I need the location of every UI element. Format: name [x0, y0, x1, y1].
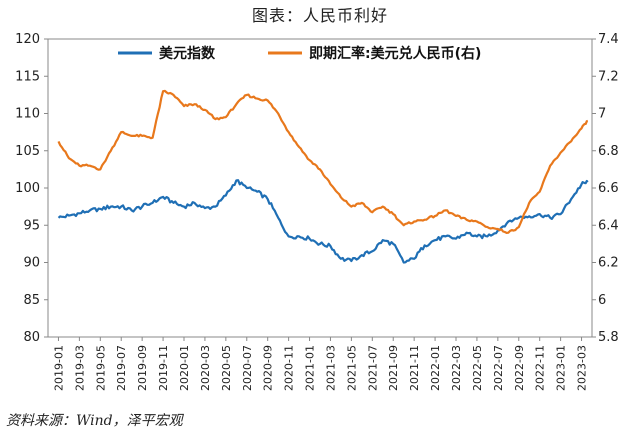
right-tick-label: 6.2	[598, 256, 619, 271]
x-tick-label: 2021-05	[345, 345, 358, 391]
x-tick-label: 2019-09	[136, 345, 149, 391]
x-tick-label: 2019-07	[115, 345, 128, 391]
x-tick-label: 2021-11	[408, 345, 421, 391]
left-tick-label: 85	[23, 293, 40, 308]
right-tick-label: 7.4	[598, 32, 619, 47]
x-tick-label: 2020-09	[262, 345, 275, 391]
x-tick-label: 2022-05	[471, 345, 484, 391]
x-tick-label: 2021-09	[387, 345, 400, 391]
source-note: 资料来源：Wind，泽平宏观	[6, 413, 183, 429]
right-tick-label: 6.4	[598, 218, 619, 233]
legend: 美元指数 即期汇率:美元兑人民币(右)	[118, 45, 481, 62]
legend-label-usdcny: 即期汇率:美元兑人民币(右)	[309, 45, 481, 62]
x-tick-label: 2023-03	[576, 345, 589, 391]
x-tick-label: 2019-01	[52, 345, 65, 391]
left-tick-label: 100	[15, 181, 40, 196]
x-tick-label: 2022-11	[534, 345, 547, 391]
x-tick-label: 2020-03	[199, 345, 212, 391]
x-tick-label: 2021-01	[304, 345, 317, 391]
left-tick-label: 80	[23, 330, 40, 345]
left-tick-label: 105	[15, 144, 40, 159]
right-tick-label: 6.6	[598, 181, 619, 196]
x-tick-label: 2020-11	[283, 345, 296, 391]
left-tick-label: 120	[15, 32, 40, 47]
plot-frame	[47, 38, 593, 338]
left-tick-label: 110	[15, 107, 40, 122]
right-tick-label: 5.8	[598, 330, 619, 345]
x-tick-label: 2019-03	[73, 345, 86, 391]
x-tick-label: 2019-11	[157, 345, 170, 391]
x-tick-label: 2023-01	[555, 345, 568, 391]
right-tick-label: 6.8	[598, 144, 619, 159]
left-tick-label: 90	[23, 256, 40, 271]
x-tick-label: 2019-05	[94, 345, 107, 391]
right-tick-label: 6	[598, 293, 606, 308]
x-tick-label: 2022-07	[492, 345, 505, 391]
x-tick-label: 2020-07	[241, 345, 254, 391]
x-tick-label: 2021-03	[324, 345, 337, 391]
legend-label-usd-index: 美元指数	[159, 45, 216, 62]
x-tick-label: 2022-09	[513, 345, 526, 391]
left-tick-label: 115	[15, 69, 40, 84]
x-tick-label: 2021-07	[366, 345, 379, 391]
right-tick-label: 7	[598, 107, 606, 122]
series-line-usd-index	[57, 179, 589, 264]
x-tick-label: 2022-03	[450, 345, 463, 391]
chart-title: 图表：人民币利好	[251, 6, 388, 25]
x-tick-label: 2020-01	[178, 345, 191, 391]
left-tick-label: 95	[23, 218, 40, 233]
x-tick-label: 2020-05	[220, 345, 233, 391]
right-tick-label: 7.2	[598, 69, 619, 84]
series-line-usdcny	[57, 89, 589, 234]
x-tick-label: 2022-01	[429, 345, 442, 391]
